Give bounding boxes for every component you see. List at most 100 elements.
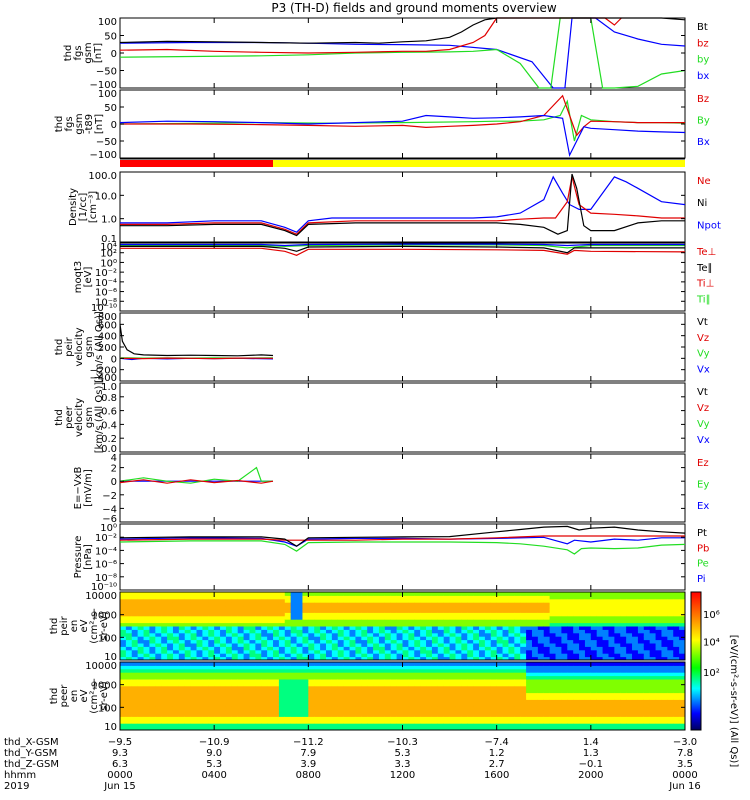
heatmap-cell [484, 716, 492, 721]
heatmap-cell [320, 685, 327, 690]
heatmap-cell [596, 675, 604, 680]
heatmap-cell [155, 609, 162, 613]
heatmap-cell [443, 653, 451, 658]
heatmap-cell [455, 716, 462, 721]
heatmap-cell [608, 716, 615, 721]
heatmap-cell [643, 709, 651, 714]
heatmap-cell [137, 679, 145, 683]
heatmap-cell [149, 615, 156, 620]
heatmap-cell [643, 615, 651, 620]
heatmap-cell [284, 646, 292, 651]
heatmap-cell [502, 689, 509, 694]
heatmap-cell [302, 592, 309, 596]
heatmap-cell [337, 665, 345, 670]
heatmap-cell [208, 723, 215, 728]
heatmap-cell [178, 685, 186, 690]
heatmap-cell [343, 612, 351, 617]
heatmap-cell [390, 679, 398, 683]
heatmap-cell [384, 706, 392, 711]
heatmap-cell [608, 649, 615, 654]
heatmap-cell [149, 685, 156, 690]
heatmap-cell [349, 668, 356, 673]
heatmap-cell [243, 643, 250, 647]
heatmap-cell [243, 592, 250, 596]
heatmap-cell [508, 643, 515, 647]
heatmap-cell [337, 626, 345, 630]
heatmap-cell [637, 646, 645, 651]
heatmap-cell [537, 615, 545, 620]
heatmap-cell [172, 649, 180, 654]
heatmap-cell [579, 653, 586, 658]
heatmap-cell [278, 619, 286, 624]
legend-label: Pi [697, 574, 706, 585]
heatmap-cell [531, 662, 539, 666]
heatmap-cell [284, 679, 292, 683]
heatmap-cell [620, 719, 627, 724]
heatmap-cell [626, 689, 633, 694]
heatmap-cell [120, 675, 127, 680]
heatmap-cell [278, 609, 286, 613]
heatmap-cell [555, 622, 562, 627]
heatmap-cell [402, 706, 409, 711]
heatmap-cell [661, 672, 668, 677]
heatmap-cell [531, 672, 539, 677]
heatmap-cell [667, 598, 674, 603]
heatmap-cell [455, 668, 462, 673]
heatmap-cell [526, 713, 533, 717]
heatmap-cell [267, 656, 274, 661]
heatmap-cell [361, 706, 368, 711]
heatmap-cell [573, 595, 580, 600]
heatmap-cell [649, 662, 657, 666]
heatmap-cell [555, 709, 562, 714]
heatmap-cell [220, 609, 227, 613]
heatmap-cell [614, 626, 621, 630]
heatmap-cell [355, 662, 362, 666]
heatmap-cell [231, 598, 239, 603]
heatmap-cell [649, 672, 657, 677]
time-row-value: 0000 [672, 770, 697, 781]
heatmap-cell [679, 726, 686, 731]
heatmap-cell [431, 595, 439, 600]
heatmap-cell [214, 699, 221, 704]
heatmap-cell [679, 609, 686, 613]
heatmap-cell [461, 696, 468, 700]
heatmap-cell [590, 646, 598, 651]
heatmap-cell [673, 643, 680, 647]
heatmap-cell [567, 682, 574, 687]
heatmap-cell [378, 649, 386, 654]
heatmap-cell [426, 689, 433, 694]
heatmap-cell [555, 636, 562, 641]
heatmap-cell [402, 679, 409, 683]
heatmap-cell [267, 685, 274, 690]
heatmap-cell [649, 605, 657, 610]
heatmap-cell [131, 619, 139, 624]
heatmap-cell [502, 699, 509, 704]
heatmap-cell [155, 629, 162, 634]
heatmap-cell [314, 656, 321, 661]
heatmap-cell [461, 609, 468, 613]
heatmap-cell [632, 629, 639, 634]
heatmap-cell [620, 649, 627, 654]
heatmap-cell [355, 649, 362, 654]
heatmap-cell [626, 612, 633, 617]
heatmap-cell [325, 653, 333, 658]
heatmap-cell [408, 716, 415, 721]
heatmap-cell [149, 653, 156, 658]
heatmap-cell [561, 723, 568, 728]
heatmap-cell [543, 665, 551, 670]
heatmap-cell [614, 672, 621, 677]
peir_vel-series-Vz [119, 357, 274, 360]
y-tick-label: 1.0 [101, 382, 117, 393]
heatmap-cell [608, 709, 615, 714]
heatmap-cell [267, 646, 274, 651]
heatmap-cell [220, 696, 227, 700]
heatmap-cell [402, 636, 409, 641]
heatmap-cell [455, 723, 462, 728]
heatmap-cell [561, 672, 568, 677]
heatmap-cell [384, 592, 392, 596]
heatmap-cell [143, 592, 150, 596]
heatmap-cell [632, 672, 639, 677]
heatmap-cell [620, 689, 627, 694]
heatmap-cell [214, 626, 221, 630]
heatmap-cell [143, 629, 150, 634]
